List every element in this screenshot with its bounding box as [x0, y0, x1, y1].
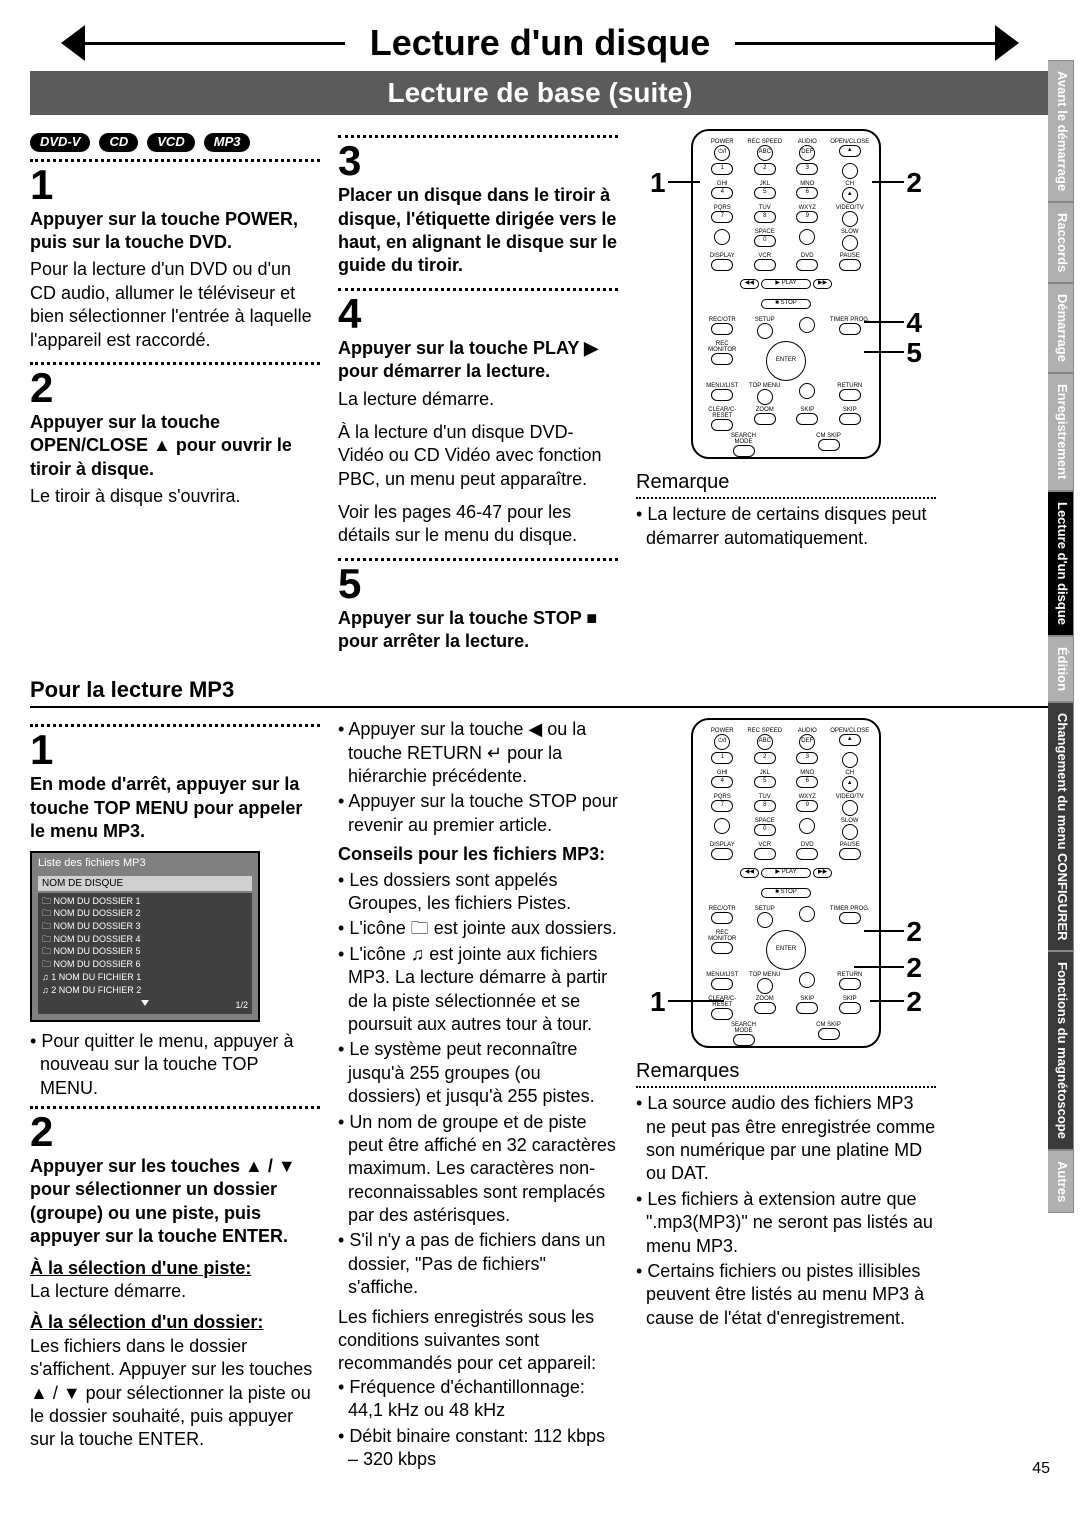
mp3-folder-item: 🗀 NOM DU DOSSIER 5 — [42, 946, 248, 958]
sel-piste-body: La lecture démarre. — [30, 1280, 320, 1303]
tab-autres: Autres — [1048, 1150, 1074, 1213]
step-4-body2: À la lecture d'un disque DVD-Vidéo ou CD… — [338, 421, 618, 491]
mp3-step-2-number: 2 — [30, 1111, 320, 1153]
remarque-list: La lecture de certains disques peut déma… — [636, 503, 936, 550]
step-5-head: Appuyer sur la touche STOP ■ pour arrête… — [338, 607, 618, 654]
mp3-folder-item: 🗀 NOM DU DOSSIER 1 — [42, 896, 248, 908]
step-5-number: 5 — [338, 563, 618, 605]
remote-diagram-top: 1 2 4 5 POWER⏻/IREC SPEEDABCAUDIODEFOPEN… — [656, 129, 916, 459]
mp3-tips-head: Conseils pour les fichiers MP3: — [338, 843, 618, 866]
step-1-number: 1 — [30, 164, 320, 206]
mp3-file-item: ♫ 1 NOM DU FICHIER 1 — [42, 972, 248, 984]
rec-2: Débit binaire constant: 112 kbps – 320 k… — [338, 1425, 618, 1472]
sel-piste-label: À la sélection d'une piste: — [30, 1257, 320, 1280]
step-1-head: Appuyer sur la touche POWER, puis sur la… — [30, 208, 320, 255]
tip-5: Un nom de groupe et de piste peut être a… — [338, 1111, 618, 1228]
tab-edition: Édition — [1048, 636, 1074, 702]
step-3-number: 3 — [338, 140, 618, 182]
remarque-label: Remarque — [636, 469, 936, 499]
tip-6: S'il n'y a pas de fichiers dans un dossi… — [338, 1229, 618, 1299]
badge-dvdv: DVD-V — [30, 133, 90, 152]
mp3-step1-note: Pour quitter le menu, appuyer à nouveau … — [30, 1030, 320, 1100]
step-4-body3: Voir les pages 46-47 pour les détails su… — [338, 501, 618, 548]
badge-cd: CD — [99, 133, 138, 152]
step-3-head: Placer un disque dans le tiroir à disque… — [338, 184, 618, 278]
remarques-label: Remarques — [636, 1058, 936, 1088]
tab-lecture: Lecture d'un disque — [1048, 491, 1074, 636]
mp3-page-count: 1/2 — [235, 1000, 248, 1012]
badge-mp3: MP3 — [204, 133, 251, 152]
arrow-right-icon — [995, 25, 1019, 61]
tip-3: L'icône ♫ est jointe aux fichiers MP3. L… — [338, 943, 618, 1037]
mp3-folder-item: 🗀 NOM DU DOSSIER 4 — [42, 934, 248, 946]
tip-1: Les dossiers sont appelés Groupes, les f… — [338, 869, 618, 916]
mp3-folder-item: 🗀 NOM DU DOSSIER 2 — [42, 908, 248, 920]
tip-4: Le système peut reconnaître jusqu'à 255 … — [338, 1038, 618, 1108]
sel-dossier-label: À la sélection d'un dossier: — [30, 1311, 320, 1334]
page-title-banner: Lecture d'un disque — [30, 20, 1050, 67]
side-tabs: Avant le démarrage Raccords Démarrage En… — [1048, 60, 1074, 1213]
badge-vcd: VCD — [147, 133, 194, 152]
tab-avant: Avant le démarrage — [1048, 60, 1074, 202]
mp3-menu-screenshot: Liste des fichiers MP3 NOM DE DISQUE 🗀 N… — [30, 851, 260, 1021]
mp3-file-item: ♫ 2 NOM DU FICHIER 2 — [42, 985, 248, 997]
remarques-1: La source audio des fichiers MP3 ne peut… — [636, 1092, 936, 1186]
step-4-number: 4 — [338, 293, 618, 335]
mp3-step-1-head: En mode d'arrêt, appuyer sur la touche T… — [30, 773, 320, 843]
tab-raccords: Raccords — [1048, 202, 1074, 283]
tab-fonctions: Fonctions du magnétoscope — [1048, 951, 1074, 1150]
page-title: Lecture d'un disque — [370, 20, 711, 67]
remarques-list: La source audio des fichiers MP3 ne peut… — [636, 1092, 936, 1330]
mp3-step-2-head: Appuyer sur les touches ▲ / ▼ pour sélec… — [30, 1155, 320, 1249]
tab-demarrage: Démarrage — [1048, 283, 1074, 373]
format-badges: DVD-V CD VCD MP3 — [30, 129, 320, 152]
step-1-body: Pour la lecture d'un DVD ou d'un CD audi… — [30, 258, 320, 352]
tab-enregistrement: Enregistrement — [1048, 373, 1074, 490]
page-subtitle: Lecture de base (suite) — [30, 71, 1050, 115]
mp3-menu-title: Liste des fichiers MP3 — [32, 853, 258, 873]
mp3-disc-name: NOM DE DISQUE — [38, 876, 252, 891]
music-note-icon: ♫ — [411, 944, 425, 964]
mp3-heading: Pour la lecture MP3 — [30, 676, 1050, 709]
mp3-col2-b: Appuyer sur la touche STOP pour revenir … — [338, 790, 618, 837]
sel-dossier-body: Les fichiers dans le dossier s'affichent… — [30, 1335, 320, 1452]
remarques-2: Les fichiers à extension autre que ".mp3… — [636, 1188, 936, 1258]
step-4-head: Appuyer sur la touche PLAY ▶ pour démarr… — [338, 337, 618, 384]
mp3-col2-a: Appuyer sur la touche ◀ ou la touche RET… — [338, 718, 618, 788]
mp3-folder-item: 🗀 NOM DU DOSSIER 6 — [42, 959, 248, 971]
rec-intro: Les fichiers enregistrés sous les condit… — [338, 1306, 618, 1376]
page-number: 45 — [1032, 1459, 1050, 1480]
step-2-body: Le tiroir à disque s'ouvrira. — [30, 485, 320, 508]
step-2-head: Appuyer sur la touche OPEN/CLOSE ▲ pour … — [30, 411, 320, 481]
folder-icon: 🗀 — [411, 918, 429, 939]
remarques-3: Certains fichiers ou pistes illisibles p… — [636, 1260, 936, 1330]
step-4-body1: La lecture démarre. — [338, 388, 618, 411]
tip-2: L'icône 🗀 est jointe aux dossiers. — [338, 917, 618, 940]
remarque-item: La lecture de certains disques peut déma… — [636, 503, 936, 550]
step-2-number: 2 — [30, 367, 320, 409]
arrow-left-icon — [61, 25, 85, 61]
rec-1: Fréquence d'échantillonnage: 44,1 kHz ou… — [338, 1376, 618, 1423]
remote-diagram-bottom: 2 2 2 1 POWER⏻/IREC SPEEDABCAUDIODEFOPEN… — [656, 718, 916, 1048]
mp3-step-1-number: 1 — [30, 729, 320, 771]
mp3-folder-item: 🗀 NOM DU DOSSIER 3 — [42, 921, 248, 933]
tab-configurer: Changement du menu CONFIGURER — [1048, 702, 1074, 952]
